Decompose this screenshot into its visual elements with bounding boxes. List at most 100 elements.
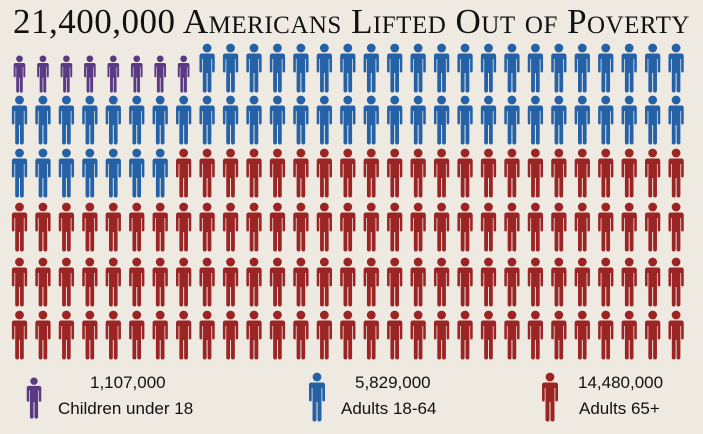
person-icon-adults-18-64	[621, 43, 637, 93]
person-icon-adults-18-64	[269, 95, 286, 145]
person-icon-adults-18-64	[152, 148, 168, 198]
person-icon-adults-65-plus	[340, 148, 356, 198]
person-icon-adults-65-plus	[222, 148, 239, 198]
person-icon-adults-18-64	[58, 95, 75, 145]
person-icon-adults-18-64	[433, 95, 450, 145]
person-icon-adults-18-64	[457, 95, 473, 145]
person-icon-adults-65-plus	[340, 202, 356, 252]
person-icon-adults-65-plus	[199, 257, 215, 307]
person-icon-adults-65-plus	[504, 310, 520, 360]
person-icon-adults-65-plus	[527, 310, 544, 360]
person-icon-adults-18-64	[363, 43, 379, 93]
person-icon-adults-18-64	[316, 43, 332, 93]
person-icon-adults-18-64	[152, 95, 168, 145]
person-icon-adults-65-plus	[199, 148, 215, 198]
person-icon-adults-65-plus	[387, 257, 403, 307]
person-icon-adults-65-plus	[504, 202, 520, 252]
person-icon-adults-65-plus	[574, 310, 590, 360]
person-icon-adults-65-plus	[105, 202, 121, 252]
person-icon-adults-65-plus	[598, 148, 614, 198]
person-icon-adults-18-64	[457, 43, 473, 93]
person-icon-adults-18-64	[363, 95, 379, 145]
person-icon-children	[107, 55, 120, 93]
person-icon-adults-65-plus	[176, 257, 192, 307]
legend-value-adults-18-64: 5,829,000	[355, 373, 431, 392]
person-icon-adults-65-plus	[129, 310, 145, 360]
person-icon-adults-65-plus	[621, 257, 637, 307]
person-icon-adults-65-plus	[433, 148, 450, 198]
person-icon-adults-18-64	[246, 43, 262, 93]
person-icon-adults-65-plus	[387, 202, 403, 252]
person-icon-adults-65-plus	[129, 257, 145, 307]
person-icon-adults-65-plus	[35, 310, 51, 360]
person-icon-adults-18-64	[410, 43, 426, 93]
person-icon-adults-65-plus	[410, 310, 426, 360]
person-icon-adults-65-plus	[129, 202, 145, 252]
person-icon-adults-65-plus	[527, 148, 544, 198]
person-icon-adults-65-plus	[387, 310, 403, 360]
legend-label-adults-65-plus: Adults 65+	[579, 399, 660, 418]
person-icon-adults-65-plus	[316, 257, 332, 307]
person-icon-adults-65-plus	[598, 257, 614, 307]
person-icon-adults-65-plus	[551, 310, 567, 360]
person-icon-adults-65-plus	[668, 202, 684, 252]
person-icon-adults-65-plus	[246, 257, 262, 307]
person-icon-adults-18-64	[668, 43, 684, 93]
person-icon-adults-18-64	[387, 43, 403, 93]
person-icon-adults-18-64	[387, 95, 403, 145]
person-icon-adults-65-plus	[598, 202, 614, 252]
person-icon-adults-18-64	[293, 43, 309, 93]
person-icon-adults-18-64	[35, 95, 51, 145]
person-icon-adults-65-plus	[621, 148, 637, 198]
person-icon-adults-65-plus	[152, 202, 168, 252]
person-icon-adults-65-plus	[645, 310, 661, 360]
person-icon-adults-65-plus	[363, 310, 379, 360]
person-icon-adults-65-plus	[105, 257, 121, 307]
person-icon-adults-18-64	[269, 43, 286, 93]
person-icon-adults-65-plus	[645, 202, 661, 252]
person-icon-adults-65-plus	[480, 202, 497, 252]
person-icon-adults-65-plus	[246, 202, 262, 252]
person-icon-adults-65-plus	[293, 257, 309, 307]
person-icon-adults-65-plus	[293, 202, 309, 252]
person-icon-adults-65-plus	[199, 310, 215, 360]
person-icon	[309, 372, 325, 422]
person-icon-adults-65-plus	[82, 202, 98, 252]
person-icon-adults-65-plus	[551, 148, 567, 198]
person-icon-adults-65-plus	[246, 148, 262, 198]
person-icon-adults-18-64	[551, 95, 567, 145]
person-icon-adults-65-plus	[433, 202, 450, 252]
person-icon-adults-18-64	[480, 43, 497, 93]
person-icon-adults-18-64	[527, 95, 544, 145]
person-icon-adults-65-plus	[152, 257, 168, 307]
person-icon-adults-65-plus	[269, 257, 286, 307]
person-icon-adults-18-64	[504, 95, 520, 145]
person-icon-adults-18-64	[199, 95, 215, 145]
person-icon-children	[37, 55, 49, 93]
person-icon-adults-65-plus	[269, 310, 286, 360]
person-icon-adults-18-64	[129, 148, 145, 198]
person-icon-adults-18-64	[621, 95, 637, 145]
person-icon-children	[177, 55, 190, 93]
person-icon-children	[60, 55, 73, 93]
person-icon-adults-18-64	[293, 95, 309, 145]
person-icon-adults-65-plus	[387, 148, 403, 198]
person-icon-children	[84, 55, 96, 93]
person-icon-adults-18-64	[410, 95, 426, 145]
person-icon-adults-65-plus	[480, 310, 497, 360]
person-icon-adults-65-plus	[316, 310, 332, 360]
person-icon-adults-65-plus	[246, 310, 262, 360]
person-icon-adults-18-64	[11, 95, 28, 145]
person-icon-adults-18-64	[82, 148, 98, 198]
person-icon-adults-18-64	[58, 148, 75, 198]
person-icon-adults-65-plus	[176, 202, 192, 252]
person-icon-adults-18-64	[105, 95, 121, 145]
person-icon-adults-18-64	[433, 43, 450, 93]
person-icon-adults-65-plus	[222, 257, 239, 307]
person-icon-adults-65-plus	[105, 310, 121, 360]
person-icon-adults-18-64	[645, 95, 661, 145]
person-icon-adults-18-64	[340, 43, 356, 93]
person-icon-adults-65-plus	[316, 148, 332, 198]
person-icon-adults-18-64	[105, 148, 121, 198]
